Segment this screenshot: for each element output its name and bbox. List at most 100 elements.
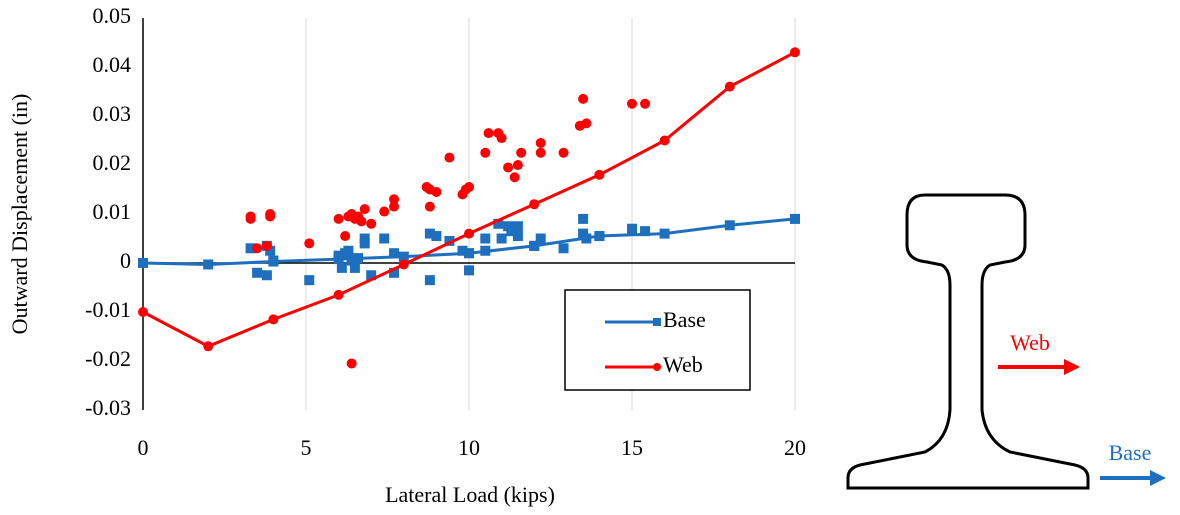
y-tick-label: -0.02 (85, 346, 131, 371)
marker (506, 226, 517, 237)
marker (659, 135, 670, 146)
marker (558, 243, 569, 254)
marker (261, 270, 272, 281)
marker (640, 98, 651, 109)
marker (529, 240, 540, 251)
marker (265, 211, 276, 222)
marker (724, 81, 735, 92)
marker (398, 259, 409, 270)
marker (790, 213, 800, 224)
marker (359, 204, 370, 215)
marker (389, 248, 400, 259)
marker (659, 228, 670, 239)
marker (203, 341, 214, 352)
marker (138, 258, 148, 268)
marker (578, 213, 589, 224)
base-arrow-head (1150, 470, 1166, 486)
marker (261, 240, 272, 251)
marker (581, 118, 592, 129)
web-label: Web (1010, 330, 1050, 355)
x-tick-label: 10 (458, 435, 480, 460)
marker (359, 238, 370, 249)
legend-box (564, 289, 751, 391)
series (245, 93, 651, 369)
marker (343, 245, 354, 256)
marker (480, 147, 491, 158)
marker (349, 262, 360, 273)
marker (265, 245, 276, 256)
marker (346, 255, 357, 266)
marker (653, 363, 661, 371)
marker (203, 259, 214, 270)
marker (464, 248, 474, 259)
marker (379, 206, 390, 217)
marker (252, 243, 263, 254)
marker (304, 238, 315, 249)
marker (480, 233, 491, 244)
marker (512, 221, 523, 232)
y-tick-label: -0.01 (85, 297, 131, 322)
marker (512, 160, 523, 170)
marker (356, 216, 367, 227)
marker (509, 172, 520, 183)
marker (444, 152, 455, 163)
marker (496, 133, 507, 144)
marker (336, 262, 347, 273)
y-tick-label: 0.02 (93, 150, 132, 175)
marker (398, 251, 409, 262)
marker (333, 254, 344, 265)
x-tick-label: 0 (138, 435, 149, 460)
marker (496, 233, 507, 244)
marker (529, 199, 540, 210)
marker (535, 147, 546, 158)
marker (431, 231, 442, 242)
marker (245, 243, 256, 254)
marker (558, 147, 569, 158)
legend-label: Web (663, 352, 703, 377)
marker (138, 307, 148, 317)
y-tick-label: 0.01 (93, 199, 132, 224)
x-axis-title: Lateral Load (kips) (385, 482, 555, 507)
marker (304, 275, 315, 286)
marker (503, 162, 514, 173)
marker (724, 220, 735, 231)
x-tick-label: 20 (784, 435, 806, 460)
marker (340, 231, 351, 242)
marker (333, 289, 344, 300)
marker (366, 270, 377, 281)
marker (424, 201, 435, 212)
marker (535, 233, 546, 244)
series-line (138, 47, 800, 352)
legend-label: Base (663, 307, 706, 332)
marker (424, 228, 435, 239)
y-tick-label: 0.03 (93, 101, 132, 126)
legend: Base Web (564, 289, 751, 391)
marker (333, 213, 344, 224)
y-axis-title: Outward Displacement (in) (7, 94, 32, 335)
marker (464, 182, 474, 193)
marker (594, 169, 605, 180)
marker (594, 231, 605, 242)
marker (483, 128, 494, 139)
y-tick-label: 0.04 (93, 52, 132, 77)
marker (252, 267, 263, 278)
marker (424, 275, 435, 286)
marker (627, 223, 637, 234)
marker (464, 228, 474, 239)
marker (346, 358, 357, 369)
marker (389, 267, 400, 278)
series-line (138, 213, 800, 270)
marker (245, 211, 256, 222)
web-arrow-head (1064, 359, 1080, 375)
marker (512, 231, 523, 242)
rail-outline (846, 193, 1090, 490)
base-label: Base (1109, 440, 1152, 465)
y-tick-label: -0.03 (85, 395, 131, 420)
marker (268, 314, 279, 325)
y-tick-label: 0.05 (93, 3, 132, 28)
marker (379, 233, 390, 244)
marker (516, 147, 527, 158)
marker (493, 218, 504, 229)
marker (457, 245, 468, 256)
